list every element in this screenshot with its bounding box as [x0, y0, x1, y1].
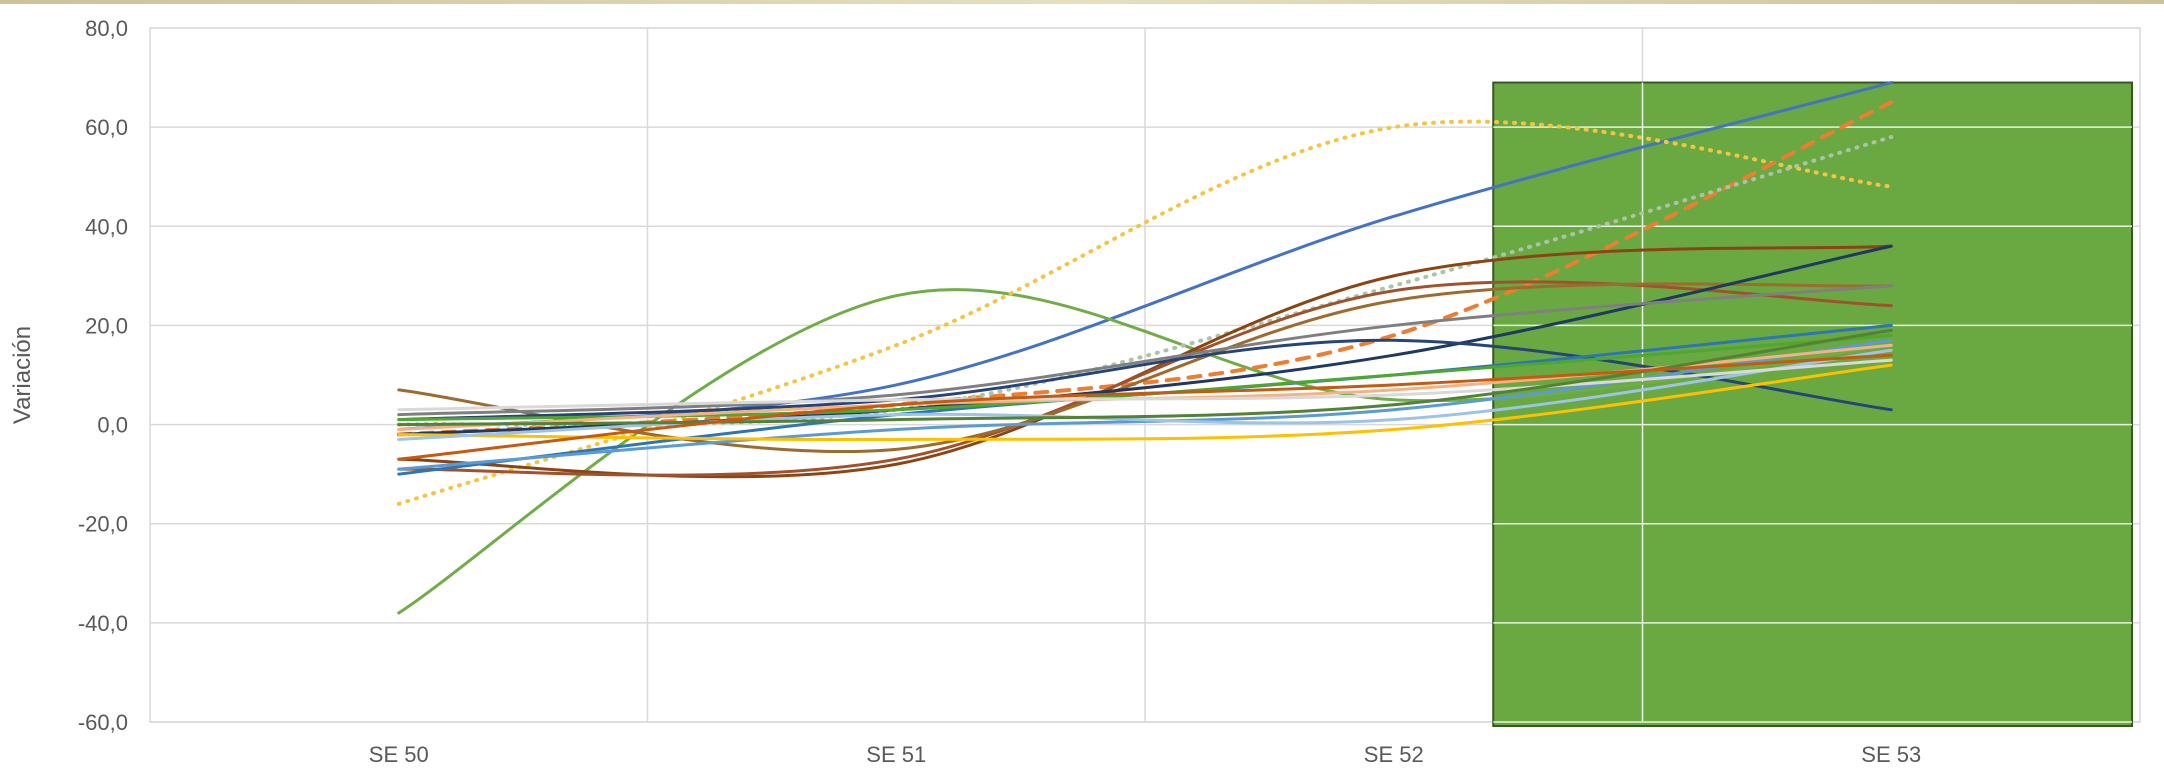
y-tick-label: 80,0: [85, 16, 128, 41]
series-line-3: [396, 119, 1894, 506]
series-line-12: [397, 338, 1893, 471]
y-tick-label: 40,0: [85, 214, 128, 239]
y-tick-label: 0,0: [97, 413, 128, 438]
y-tick-label: 60,0: [85, 115, 128, 140]
series-line-20: [397, 353, 1893, 461]
series-line-7: [397, 280, 1893, 477]
y-tick-label: -20,0: [78, 512, 128, 537]
series-line-17: [397, 348, 1893, 441]
highlight-box: [1492, 81, 2133, 728]
y-axis-label: Variación: [9, 326, 36, 424]
top-border: [0, 0, 2164, 4]
x-tick-label: SE 53: [1861, 742, 1921, 767]
series-line-8: [397, 282, 1893, 454]
series-line-18: [397, 358, 1893, 412]
x-tick-label: SE 50: [369, 742, 429, 767]
y-tick-label: 20,0: [85, 313, 128, 338]
y-tick-label: -60,0: [78, 710, 128, 735]
series-line-2: [397, 288, 1893, 615]
series-line-13: [397, 284, 1893, 417]
series-line-19: [397, 328, 1893, 427]
x-tick-label: SE 52: [1364, 742, 1424, 767]
y-tick-label: -40,0: [78, 611, 128, 636]
series-line-16: [397, 363, 1893, 442]
x-tick-label: SE 51: [866, 742, 926, 767]
series-line-10: [397, 338, 1893, 422]
